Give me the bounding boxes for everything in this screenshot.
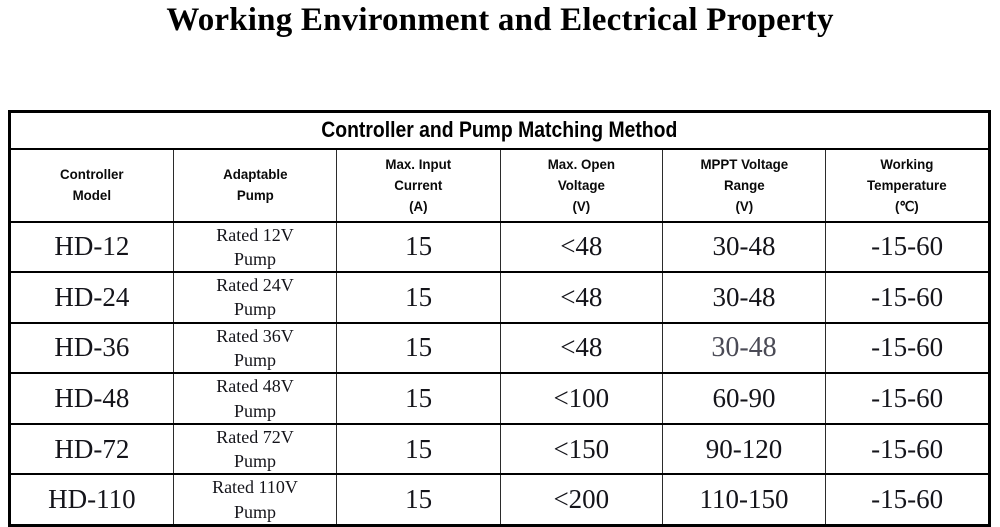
cell-pump: Rated 24V Pump (172, 271, 338, 324)
table-row: HD-48 Rated 48V Pump 15 <100 60-90 -15-6… (9, 372, 990, 425)
table-title: Controller and Pump Matching Method (321, 117, 678, 143)
cell-model: HD-48 (9, 372, 174, 425)
table-row: HD-12 Rated 12V Pump 15 <48 30-48 -15-60 (9, 220, 990, 274)
cell-working-temp: -15-60 (825, 220, 990, 274)
header-adaptable-pump: Adaptable Pump (172, 147, 338, 223)
cell-mppt-range: 110-150 (661, 473, 827, 527)
cell-pump: Rated 110V Pump (172, 473, 338, 527)
cell-max-input-current: 15 (336, 473, 501, 527)
cell-pump: Rated 48V Pump (172, 372, 338, 425)
cell-working-temp: -15-60 (825, 271, 990, 324)
header-working-temperature: Working Temperature (℃) (825, 147, 990, 223)
cell-model: HD-36 (9, 321, 174, 375)
cell-model: HD-110 (9, 473, 174, 527)
cell-working-temp: -15-60 (825, 372, 990, 425)
table-row: HD-36 Rated 36V Pump 15 <48 30-48 -15-60 (9, 321, 990, 375)
cell-pump: Rated 12V Pump (172, 220, 338, 274)
cell-model: HD-24 (9, 271, 174, 324)
cell-max-open-voltage: <200 (499, 473, 663, 527)
cell-max-open-voltage: <100 (499, 372, 663, 425)
cell-mppt-range: 30-48 (661, 271, 827, 324)
cell-max-open-voltage: <48 (499, 220, 663, 274)
cell-pump: Rated 36V Pump (172, 321, 338, 375)
table-row: HD-110 Rated 110V Pump 15 <200 110-150 -… (9, 473, 990, 527)
cell-max-input-current: 15 (336, 220, 501, 274)
table-row: HD-72 Rated 72V Pump 15 <150 90-120 -15-… (9, 422, 990, 476)
header-max-open-voltage: Max. Open Voltage (V) (499, 147, 663, 223)
header-controller-model: Controller Model (9, 147, 174, 223)
cell-max-input-current: 15 (336, 321, 501, 375)
cell-pump: Rated 72V Pump (172, 422, 338, 476)
cell-model: HD-72 (9, 422, 174, 476)
table-title-row: Controller and Pump Matching Method (9, 110, 990, 150)
page-title: Working Environment and Electrical Prope… (166, 2, 834, 38)
table-row: HD-24 Rated 24V Pump 15 <48 30-48 -15-60 (9, 271, 990, 324)
cell-max-open-voltage: <150 (499, 422, 663, 476)
cell-working-temp: -15-60 (825, 321, 990, 375)
cell-working-temp: -15-60 (825, 422, 990, 476)
spec-table: Controller and Pump Matching Method Cont… (8, 110, 991, 527)
header-mppt-voltage-range: MPPT Voltage Range (V) (661, 147, 827, 223)
header-max-input-current: Max. Input Current (A) (336, 147, 501, 223)
table-header-row: Controller Model Adaptable Pump Max. Inp… (9, 147, 990, 223)
table-title-cell: Controller and Pump Matching Method (9, 110, 990, 150)
cell-mppt-range: 60-90 (661, 372, 827, 425)
cell-max-input-current: 15 (336, 422, 501, 476)
cell-max-input-current: 15 (336, 271, 501, 324)
cell-model: HD-12 (9, 220, 174, 274)
cell-mppt-range: 30-48 (661, 321, 827, 375)
cell-max-open-voltage: <48 (499, 321, 663, 375)
cell-working-temp: -15-60 (825, 473, 990, 527)
cell-max-open-voltage: <48 (499, 271, 663, 324)
cell-mppt-range: 90-120 (661, 422, 827, 476)
cell-mppt-range: 30-48 (661, 220, 827, 274)
cell-max-input-current: 15 (336, 372, 501, 425)
